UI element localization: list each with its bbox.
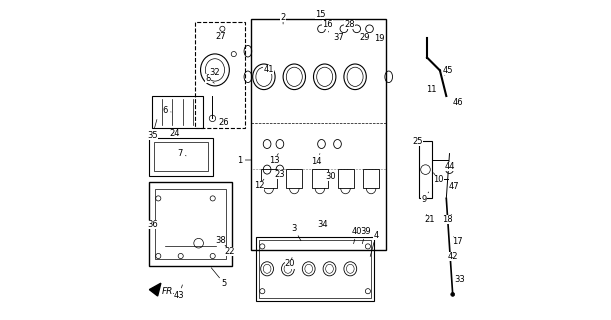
Text: 16: 16 (322, 20, 332, 32)
Text: 20: 20 (285, 258, 295, 268)
Text: 33: 33 (455, 275, 465, 284)
Text: FR.: FR. (162, 287, 177, 296)
Text: 34: 34 (317, 220, 327, 229)
Bar (251, 19, 386, 250)
Text: 32: 32 (209, 68, 219, 77)
Text: 30: 30 (325, 172, 336, 181)
Text: 17: 17 (452, 237, 463, 246)
Text: 37: 37 (334, 33, 345, 42)
Text: 46: 46 (452, 98, 463, 107)
Bar (155, 189, 225, 259)
Text: 41: 41 (263, 65, 274, 74)
Bar (152, 96, 203, 128)
Bar (419, 141, 432, 198)
Bar (287, 169, 302, 188)
Text: 13: 13 (269, 154, 279, 164)
Text: 36: 36 (147, 220, 158, 229)
Bar (256, 237, 375, 301)
Text: 29: 29 (359, 33, 370, 42)
Text: 47: 47 (449, 182, 459, 191)
Text: 39: 39 (360, 228, 371, 244)
Text: 28: 28 (345, 20, 355, 29)
Bar (148, 138, 213, 176)
Bar (153, 142, 208, 171)
Text: 19: 19 (374, 34, 384, 43)
Text: 3: 3 (291, 224, 301, 241)
Text: 23: 23 (274, 170, 285, 179)
Text: 14: 14 (312, 154, 322, 166)
Text: 4: 4 (370, 231, 379, 257)
Text: 42: 42 (447, 251, 458, 261)
Text: 15: 15 (315, 10, 325, 19)
Text: 1: 1 (237, 156, 252, 164)
Text: 43: 43 (174, 285, 185, 300)
Ellipse shape (451, 292, 455, 296)
Bar (259, 240, 371, 298)
Text: 8: 8 (205, 74, 214, 83)
Text: 40: 40 (351, 228, 362, 244)
Text: 11: 11 (426, 85, 436, 94)
Bar (337, 169, 354, 188)
Text: 21: 21 (425, 214, 435, 224)
Text: 22: 22 (224, 245, 235, 256)
Bar (195, 22, 244, 128)
Text: 24: 24 (170, 129, 180, 138)
Bar (148, 182, 232, 266)
Text: 18: 18 (442, 214, 452, 224)
Text: 25: 25 (413, 137, 423, 146)
Text: 38: 38 (215, 236, 226, 245)
Text: 12: 12 (254, 179, 265, 190)
Text: 5: 5 (211, 268, 227, 288)
Text: 27: 27 (216, 32, 226, 41)
Text: 44: 44 (445, 162, 455, 171)
Bar (261, 169, 277, 188)
Text: 7: 7 (177, 149, 186, 158)
Text: 6: 6 (163, 106, 171, 115)
Text: 9: 9 (421, 192, 429, 204)
Polygon shape (149, 283, 161, 296)
Bar (312, 169, 328, 188)
Text: 45: 45 (442, 66, 453, 75)
Text: 35: 35 (147, 119, 158, 140)
Text: 2: 2 (280, 13, 286, 24)
Text: 26: 26 (218, 118, 229, 127)
Bar (363, 169, 379, 188)
Text: 10: 10 (433, 173, 444, 184)
